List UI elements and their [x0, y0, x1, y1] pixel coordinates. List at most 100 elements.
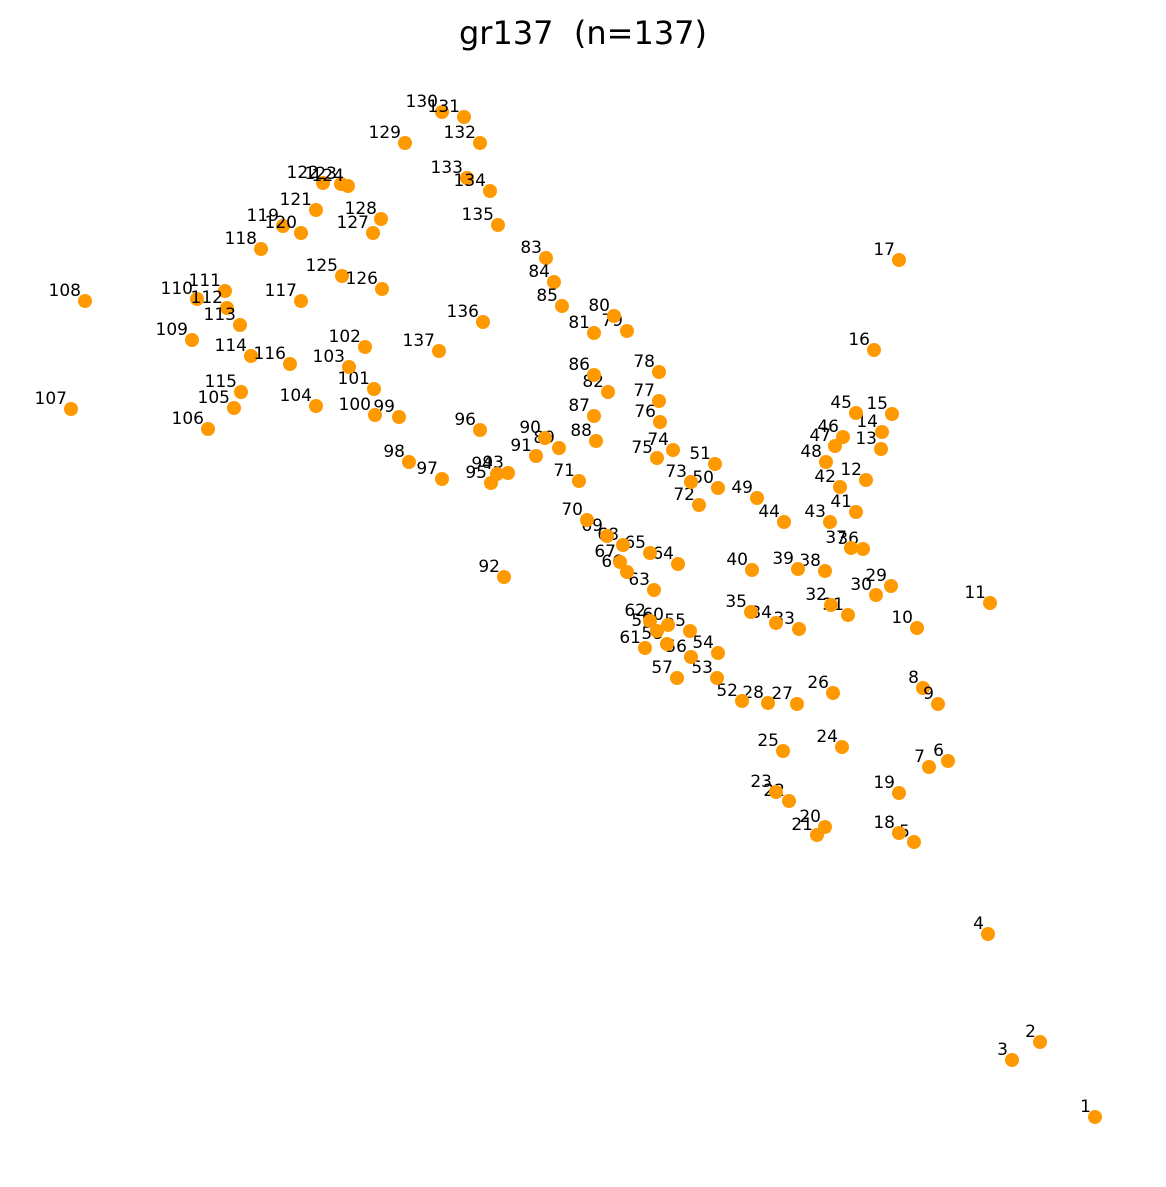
point-label-112: 112: [191, 288, 223, 308]
data-point-69: [600, 529, 614, 543]
point-label-72: 72: [673, 485, 695, 505]
point-label-127: 127: [337, 213, 369, 233]
data-point-40: [745, 563, 759, 577]
point-label-61: 61: [619, 628, 641, 648]
data-point-97: [435, 472, 449, 486]
point-label-91: 91: [510, 436, 532, 456]
data-point-109: [185, 333, 199, 347]
point-label-121: 121: [280, 190, 312, 210]
point-label-16: 16: [848, 330, 870, 350]
data-point-79: [620, 324, 634, 338]
data-point-21: [810, 828, 824, 842]
data-point-18: [892, 826, 906, 840]
data-point-61: [638, 641, 652, 655]
point-label-62: 62: [624, 601, 646, 621]
data-point-24: [835, 740, 849, 754]
data-point-134: [483, 184, 497, 198]
data-point-48: [819, 455, 833, 469]
data-point-80: [607, 309, 621, 323]
data-point-127: [366, 226, 380, 240]
point-label-92: 92: [478, 557, 500, 577]
point-label-108: 108: [49, 281, 81, 301]
data-point-36: [856, 542, 870, 556]
point-label-137: 137: [403, 331, 435, 351]
data-point-19: [892, 786, 906, 800]
data-point-14: [875, 425, 889, 439]
point-label-43: 43: [804, 502, 826, 522]
data-point-44: [777, 515, 791, 529]
data-point-31: [841, 608, 855, 622]
data-point-75: [650, 451, 664, 465]
point-label-85: 85: [536, 286, 558, 306]
data-point-111: [218, 284, 232, 298]
data-point-27: [790, 697, 804, 711]
point-label-8: 8: [908, 668, 919, 688]
point-label-12: 12: [840, 460, 862, 480]
data-point-7: [922, 760, 936, 774]
point-label-11: 11: [964, 583, 986, 603]
data-point-106: [201, 422, 215, 436]
data-point-28: [761, 696, 775, 710]
point-label-101: 101: [338, 369, 370, 389]
point-label-134: 134: [454, 171, 486, 191]
point-label-87: 87: [568, 396, 590, 416]
point-label-54: 54: [692, 633, 714, 653]
point-label-25: 25: [757, 731, 779, 751]
data-point-110: [190, 292, 204, 306]
point-label-129: 129: [369, 123, 401, 143]
data-point-81: [587, 326, 601, 340]
data-point-100: [368, 408, 382, 422]
point-label-106: 106: [172, 409, 204, 429]
point-label-78: 78: [633, 352, 655, 372]
data-point-62: [643, 614, 657, 628]
point-label-120: 120: [265, 213, 297, 233]
point-label-90: 90: [519, 418, 541, 438]
data-point-51: [708, 457, 722, 471]
data-point-64: [671, 557, 685, 571]
data-point-32: [824, 598, 838, 612]
point-label-42: 42: [814, 467, 836, 487]
point-label-40: 40: [726, 550, 748, 570]
point-label-49: 49: [731, 478, 753, 498]
data-point-30: [869, 588, 883, 602]
data-point-87: [587, 409, 601, 423]
point-label-118: 118: [225, 229, 257, 249]
point-label-53: 53: [691, 658, 713, 678]
data-point-57: [670, 671, 684, 685]
point-label-20: 20: [799, 807, 821, 827]
data-point-66: [620, 565, 634, 579]
data-point-46: [836, 430, 850, 444]
point-label-39: 39: [772, 549, 794, 569]
point-label-10: 10: [891, 608, 913, 628]
point-label-21: 21: [791, 815, 813, 835]
data-point-58: [660, 637, 674, 651]
point-label-27: 27: [771, 684, 793, 704]
data-point-72: [692, 498, 706, 512]
data-point-102: [358, 340, 372, 354]
data-point-63: [647, 583, 661, 597]
point-label-70: 70: [561, 500, 583, 520]
point-label-46: 46: [817, 417, 839, 437]
point-label-3: 3: [997, 1040, 1008, 1060]
data-point-114: [244, 349, 258, 363]
point-label-23: 23: [750, 772, 772, 792]
data-point-125: [335, 269, 349, 283]
point-label-136: 136: [447, 302, 479, 322]
point-label-132: 132: [444, 123, 476, 143]
data-point-76: [653, 415, 667, 429]
point-label-125: 125: [306, 256, 338, 276]
point-label-45: 45: [830, 393, 852, 413]
point-label-32: 32: [805, 585, 827, 605]
data-point-122: [316, 176, 330, 190]
point-label-135: 135: [462, 205, 494, 225]
data-point-33: [792, 622, 806, 636]
data-point-108: [78, 294, 92, 308]
data-point-60: [661, 618, 675, 632]
data-point-8: [916, 681, 930, 695]
data-point-118: [254, 242, 268, 256]
point-label-63: 63: [628, 570, 650, 590]
data-point-83: [539, 251, 553, 265]
data-point-131: [457, 110, 471, 124]
point-label-100: 100: [339, 395, 371, 415]
